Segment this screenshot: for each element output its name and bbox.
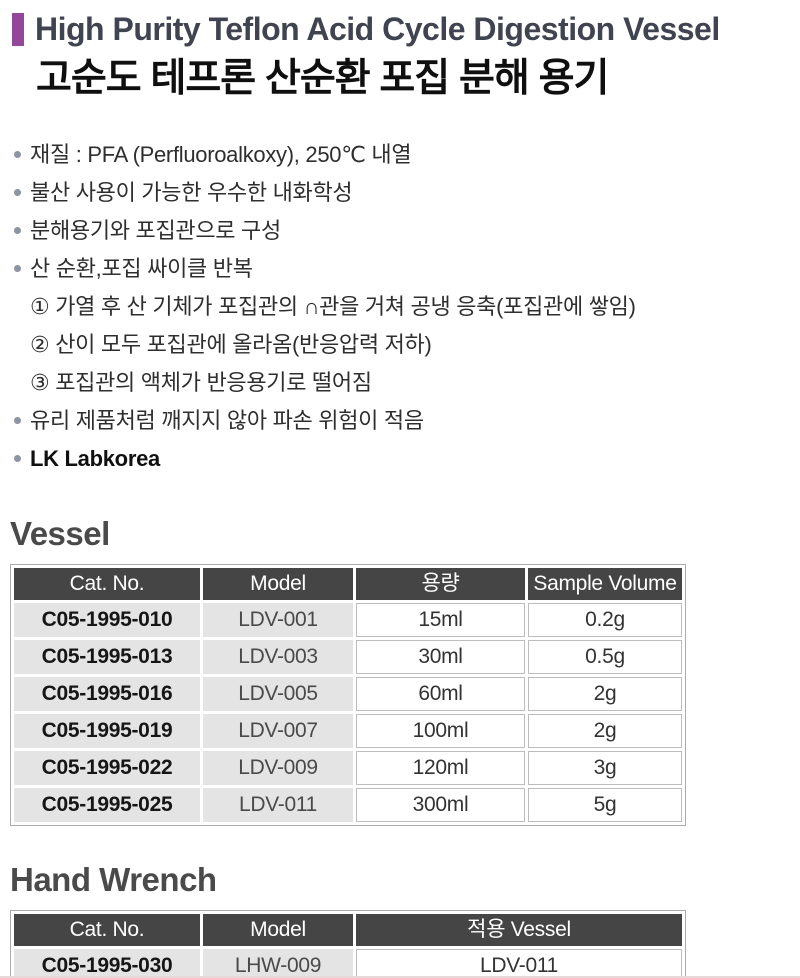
table-cell: 2g bbox=[528, 714, 682, 748]
table-cell: 100ml bbox=[356, 714, 525, 748]
bullet-icon bbox=[14, 455, 21, 462]
table-cell: 2g bbox=[528, 677, 682, 711]
bullet-icon bbox=[14, 227, 21, 234]
table-header-row: Cat. No. Model 용량 Sample Volume bbox=[14, 568, 682, 600]
table-cell: 15ml bbox=[356, 603, 525, 637]
page-bottom-rule bbox=[0, 976, 800, 978]
table-row: C05-1995-030 LHW-009 LDV-011 bbox=[14, 949, 682, 978]
accent-bar-icon bbox=[12, 12, 24, 46]
feature-text: 분해용기와 포집관으로 구성 bbox=[30, 218, 281, 243]
column-header: Cat. No. bbox=[14, 914, 200, 946]
title-row: High Purity Teflon Acid Cycle Digestion … bbox=[12, 10, 800, 48]
table-cell: LDV-003 bbox=[203, 640, 353, 674]
feature-substep: ③ 포집관의 액체가 반응용기로 떨어짐 bbox=[30, 370, 372, 395]
table-cell: 0.5g bbox=[528, 640, 682, 674]
table-cell: LDV-007 bbox=[203, 714, 353, 748]
column-header: 적용 Vessel bbox=[356, 914, 682, 946]
feature-item: 유리 제품처럼 깨지지 않아 파손 위험이 적음 bbox=[14, 402, 800, 440]
table-cell: 0.2g bbox=[528, 603, 682, 637]
feature-item: 분해용기와 포집관으로 구성 bbox=[14, 212, 800, 250]
table-cell: LHW-009 bbox=[203, 949, 353, 978]
bullet-icon bbox=[14, 189, 21, 196]
hand-wrench-table: Cat. No. Model 적용 Vessel C05-1995-030 LHW-00… bbox=[11, 911, 685, 978]
table-cell: C05-1995-013 bbox=[14, 640, 200, 674]
feature-item: 불산 사용이 가능한 우수한 내화학성 bbox=[14, 174, 800, 212]
feature-text: 유리 제품처럼 깨지지 않아 파손 위험이 적음 bbox=[30, 408, 424, 433]
table-cell: LDV-005 bbox=[203, 677, 353, 711]
vessel-section: Vessel Cat. No. Model 용량 Sample Volume C05-1… bbox=[0, 514, 800, 826]
table-cell: 5g bbox=[528, 788, 682, 822]
column-header: Model bbox=[203, 568, 353, 600]
feature-text: 재질 : PFA (Perfluoroalkoxy), 250℃ 내열 bbox=[30, 142, 412, 167]
table-row: C05-1995-016 LDV-005 60ml 2g bbox=[14, 677, 682, 711]
table-header-row: Cat. No. Model 적용 Vessel bbox=[14, 914, 682, 946]
feature-text: 불산 사용이 가능한 우수한 내화학성 bbox=[30, 180, 353, 205]
bullet-icon bbox=[14, 151, 21, 158]
column-header: Sample Volume bbox=[528, 568, 682, 600]
table-cell: LDV-011 bbox=[356, 949, 682, 978]
table-cell: 3g bbox=[528, 751, 682, 785]
page-header: High Purity Teflon Acid Cycle Digestion … bbox=[0, 10, 800, 102]
bullet-icon bbox=[14, 265, 21, 272]
feature-item: 재질 : PFA (Perfluoroalkoxy), 250℃ 내열 bbox=[14, 136, 800, 174]
feature-substep: ① 가열 후 산 기체가 포집관의 ∩관을 거쳐 공냉 응축(포집관에 쌓임) bbox=[30, 294, 636, 319]
table-cell: LDV-011 bbox=[203, 788, 353, 822]
table-cell: 120ml bbox=[356, 751, 525, 785]
table-cell: C05-1995-016 bbox=[14, 677, 200, 711]
table-row: C05-1995-025 LDV-011 300ml 5g bbox=[14, 788, 682, 822]
table-cell: C05-1995-019 bbox=[14, 714, 200, 748]
page-title-ko: 고순도 테프론 산순환 포집 분해 용기 bbox=[36, 57, 609, 100]
feature-item: LK Labkorea bbox=[14, 440, 800, 478]
hand-wrench-table-wrap: Cat. No. Model 적용 Vessel C05-1995-030 LHW-00… bbox=[10, 910, 686, 978]
feature-item: 산 순환,포집 싸이클 반복 ① 가열 후 산 기체가 포집관의 ∩관을 거쳐 공… bbox=[14, 250, 800, 402]
hand-wrench-section: Hand Wrench Cat. No. Model 적용 Vessel C05-19… bbox=[0, 860, 800, 978]
table-cell: C05-1995-010 bbox=[14, 603, 200, 637]
feature-text: 산 순환,포집 싸이클 반복 bbox=[30, 256, 253, 281]
vessel-table-wrap: Cat. No. Model 용량 Sample Volume C05-1995-010… bbox=[10, 564, 686, 826]
column-header: Model bbox=[203, 914, 353, 946]
vessel-table: Cat. No. Model 용량 Sample Volume C05-1995-010… bbox=[11, 565, 685, 825]
table-cell: 300ml bbox=[356, 788, 525, 822]
bullet-icon bbox=[14, 417, 21, 424]
table-row: C05-1995-022 LDV-009 120ml 3g bbox=[14, 751, 682, 785]
vessel-heading: Vessel bbox=[10, 515, 110, 552]
column-header: Cat. No. bbox=[14, 568, 200, 600]
table-cell: C05-1995-030 bbox=[14, 949, 200, 978]
feature-text: LK Labkorea bbox=[30, 446, 160, 471]
hand-wrench-heading: Hand Wrench bbox=[10, 861, 217, 898]
table-row: C05-1995-019 LDV-007 100ml 2g bbox=[14, 714, 682, 748]
table-cell: LDV-001 bbox=[203, 603, 353, 637]
feature-substep: ② 산이 모두 포집관에 올라옴(반응압력 저하) bbox=[30, 332, 432, 357]
table-cell: C05-1995-022 bbox=[14, 751, 200, 785]
table-cell: LDV-009 bbox=[203, 751, 353, 785]
column-header: 용량 bbox=[356, 568, 525, 600]
table-cell: C05-1995-025 bbox=[14, 788, 200, 822]
table-cell: 30ml bbox=[356, 640, 525, 674]
table-row: C05-1995-010 LDV-001 15ml 0.2g bbox=[14, 603, 682, 637]
page-title-en: High Purity Teflon Acid Cycle Digestion … bbox=[35, 11, 720, 47]
table-cell: 60ml bbox=[356, 677, 525, 711]
table-row: C05-1995-013 LDV-003 30ml 0.5g bbox=[14, 640, 682, 674]
